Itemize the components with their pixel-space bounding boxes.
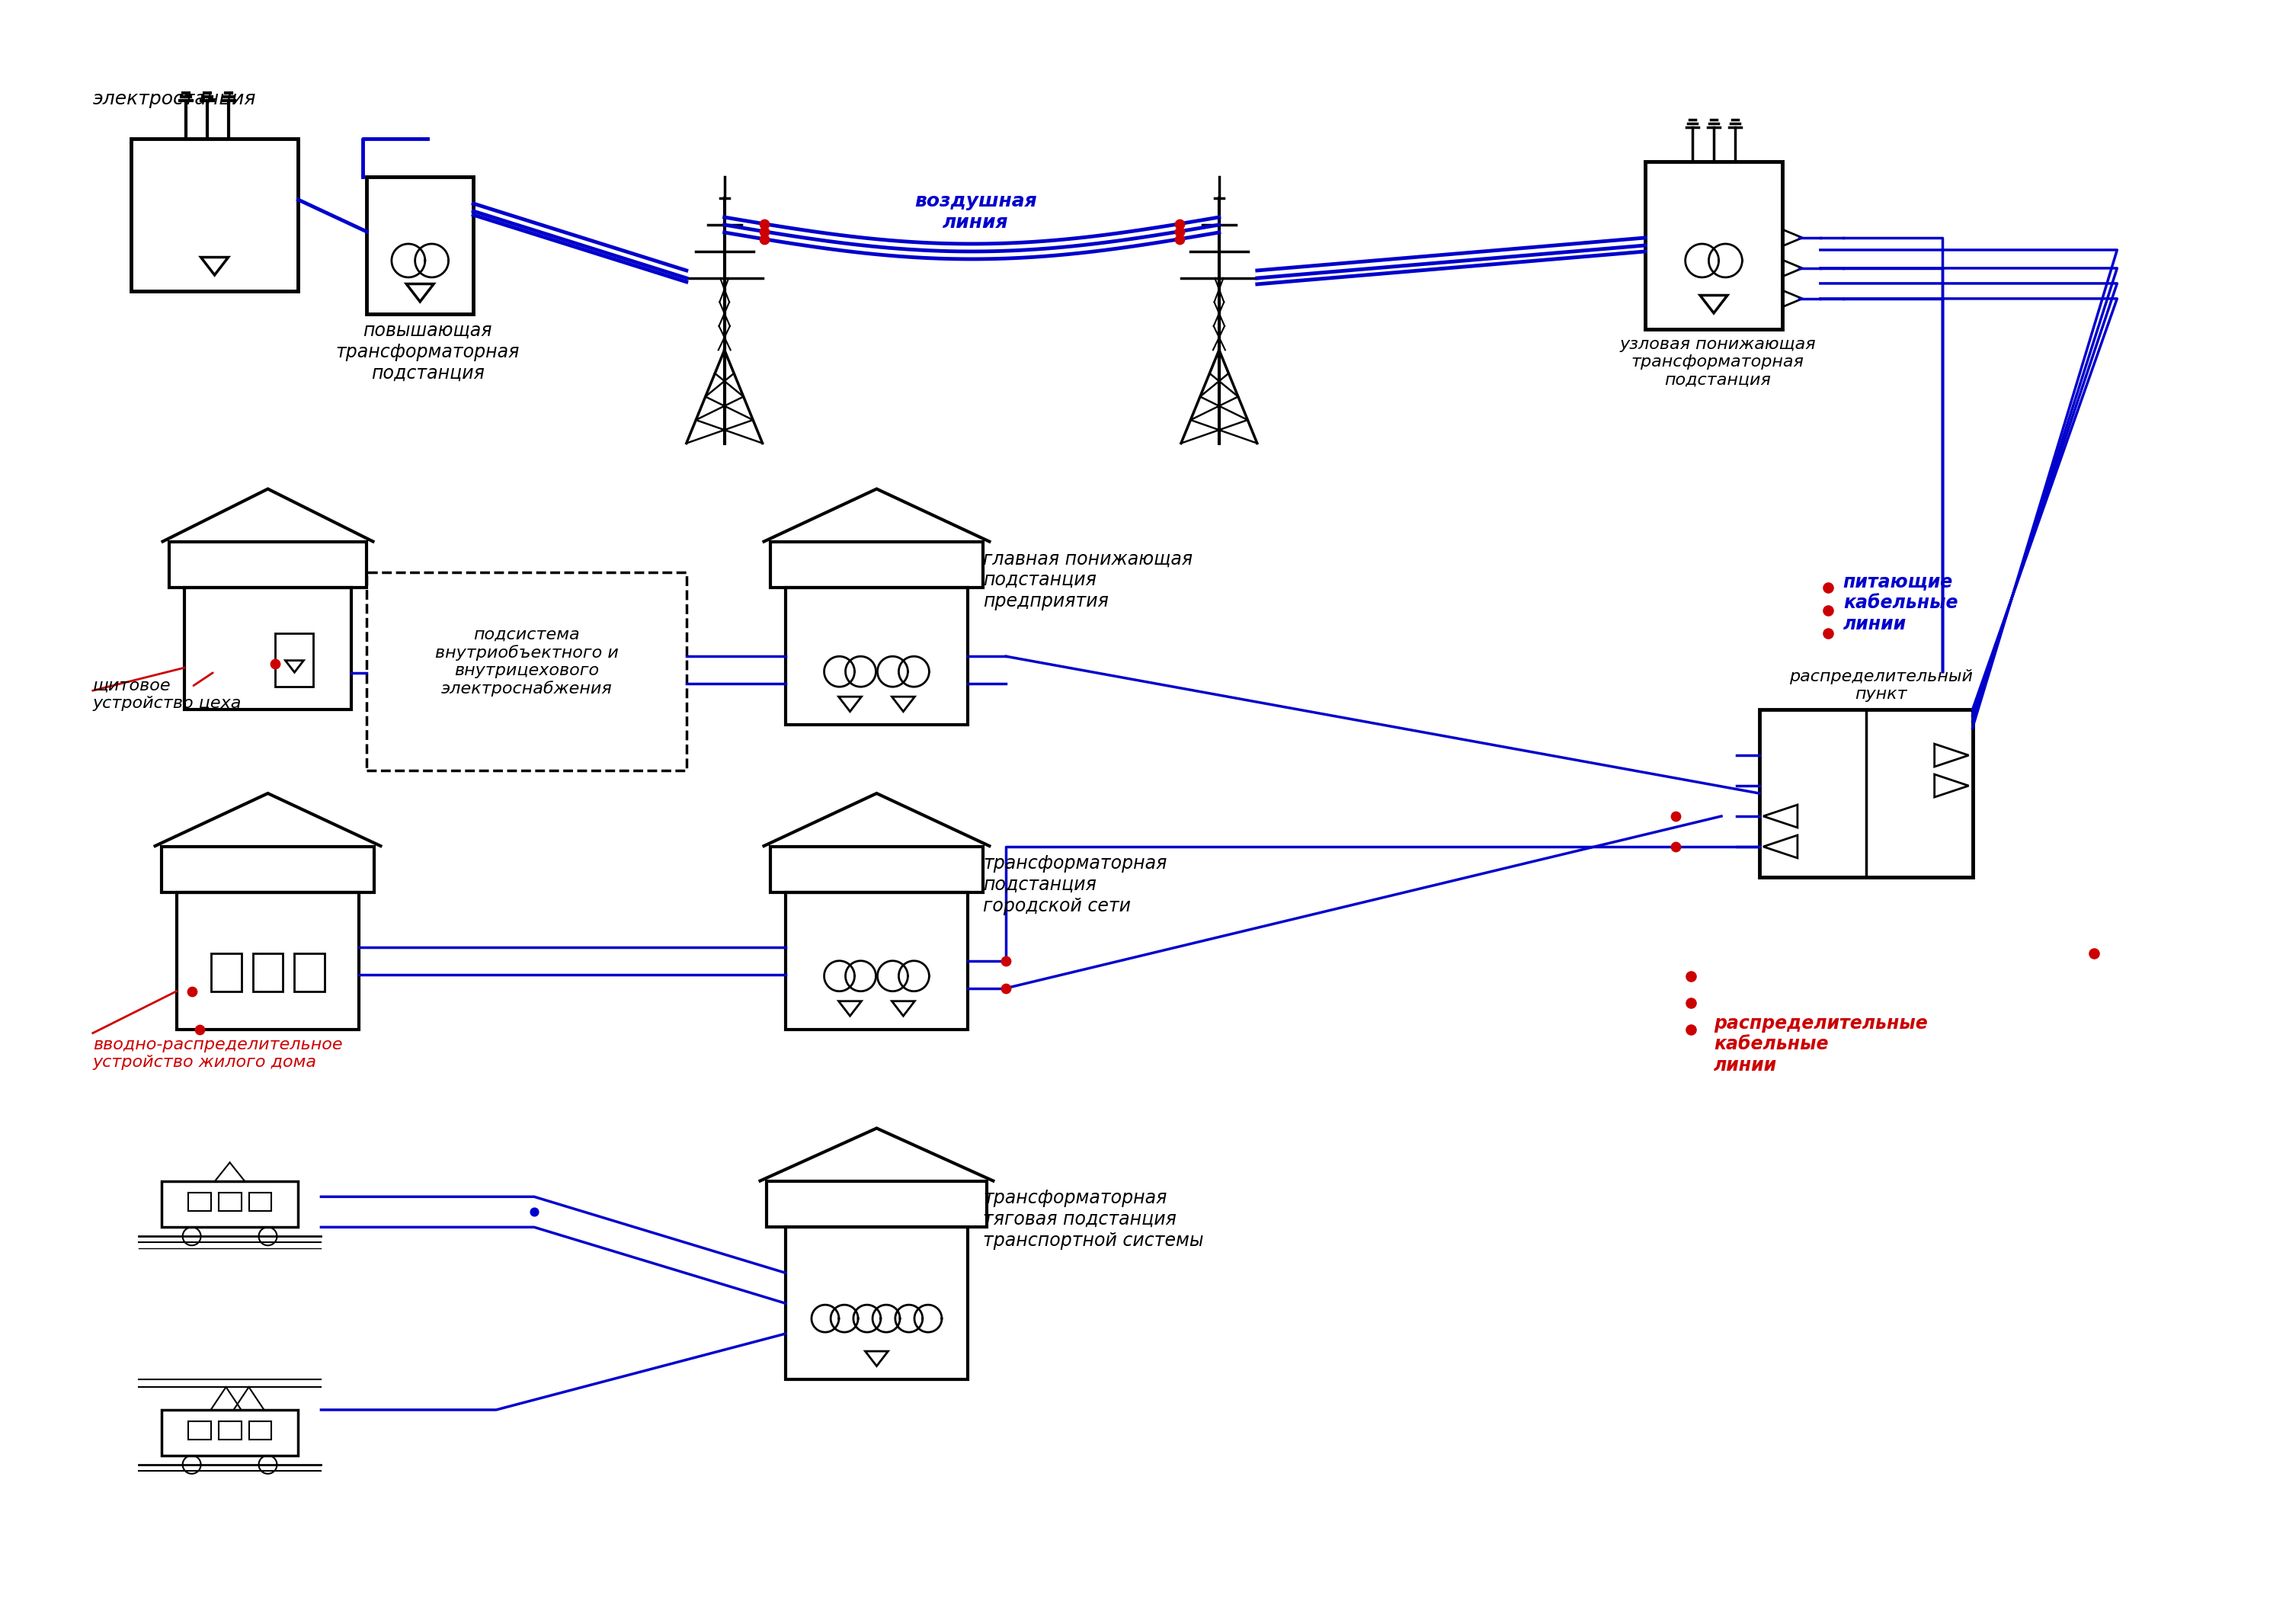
Bar [162,1410,297,1455]
Point [745,219,782,245]
Point [1673,963,1710,989]
Bar [274,633,313,687]
Point [181,1017,217,1043]
Bar [219,1421,242,1439]
Text: щитовое
устройство цеха: щитовое устройство цеха [94,677,242,711]
Point [1657,804,1694,830]
Point [1161,226,1198,252]
Bar [185,588,352,710]
Bar [162,1182,297,1228]
Text: воздушная
линия: воздушная линия [914,192,1038,232]
Text: повышающая
трансформаторная
подстанция: повышающая трансформаторная подстанция [336,322,519,382]
Point [256,651,293,677]
Point [988,974,1024,1000]
Bar [1760,710,1973,877]
Point [517,1199,553,1224]
Point [1673,989,1710,1015]
Bar [254,953,283,991]
Bar [187,1421,210,1439]
Text: вводно-распределительное
устройство жилого дома: вводно-распределительное устройство жило… [94,1036,343,1070]
Bar [187,1194,210,1212]
Text: распределительные
кабельные
линии: распределительные кабельные линии [1714,1013,1927,1075]
Text: подсистема
внутриобъектного и
внутрицехового
электроснабжения: подсистема внутриобъектного и внутрицехо… [434,627,617,697]
Bar [786,892,967,1030]
Text: электростанция: электростанция [94,89,256,109]
Bar [130,138,297,291]
Point [1811,620,1847,646]
Point [174,978,210,1004]
Bar [249,1421,272,1439]
Text: узловая понижающая
трансформаторная
подстанция: узловая понижающая трансформаторная подс… [1618,336,1815,387]
Bar [176,892,359,1030]
Text: распределительный
пункт: распределительный пункт [1790,669,1973,702]
Point [1811,575,1847,601]
Bar [786,588,967,724]
Bar [249,1194,272,1212]
Point [745,211,782,237]
Point [1673,1017,1710,1043]
Bar [210,953,242,991]
Point [1161,211,1198,237]
Text: питающие
кабельные
линии: питающие кабельные линии [1843,573,1957,633]
Point [988,948,1024,974]
Text: трансформаторная
тяговая подстанция
транспортной системы: трансформаторная тяговая подстанция тран… [983,1189,1205,1250]
Point [745,226,782,252]
Bar [786,1228,967,1379]
Point [1161,219,1198,245]
Text: трансформаторная
подстанция
городской сети: трансформаторная подстанция городской се… [983,854,1168,914]
Bar [1646,162,1783,330]
Point [1811,598,1847,624]
Point [2076,940,2112,966]
Point [1657,833,1694,859]
Bar [219,1194,242,1212]
Bar [295,953,325,991]
Bar [366,177,473,313]
Text: главная понижающая
подстанция
предприятия: главная понижающая подстанция предприяти… [983,551,1193,611]
